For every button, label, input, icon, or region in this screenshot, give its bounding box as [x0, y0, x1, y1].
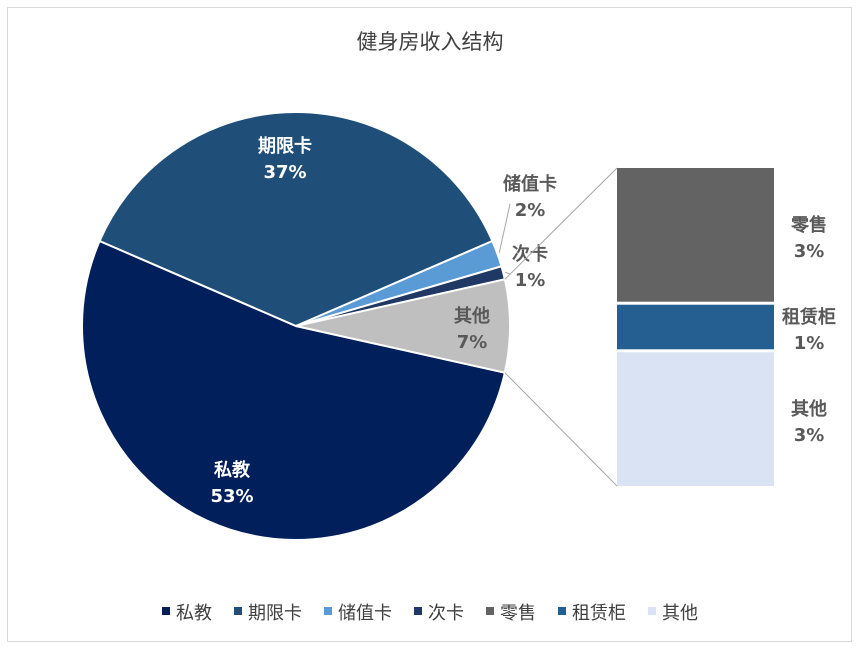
bar-label-value-2: 1% — [794, 333, 825, 354]
pie-slice-5 — [295, 278, 511, 374]
legend-label-6: 租赁柜 — [572, 603, 626, 624]
bar-segment-2 — [617, 304, 774, 350]
legend-label-4: 次卡 — [428, 603, 464, 624]
legend-label-3: 储值卡 — [338, 603, 392, 624]
slice-label-value-5: 7% — [457, 332, 488, 353]
connector-line-top — [504, 167, 618, 280]
legend-label-1: 私教 — [176, 603, 212, 624]
chart-title: 健身房收入结构 — [356, 30, 504, 54]
slice-label-value-4: 1% — [515, 270, 546, 291]
slice-label-name-1: 私教 — [214, 459, 251, 481]
legend-swatch-2 — [234, 607, 242, 615]
legend-swatch-3 — [324, 607, 332, 615]
legend-label-7: 其他 — [662, 603, 698, 624]
legend-swatch-5 — [486, 607, 494, 615]
bar-segment-1 — [617, 168, 774, 302]
bar-label-value-1: 3% — [794, 241, 825, 262]
legend-swatch-7 — [648, 607, 656, 615]
connector-line-bottom — [504, 372, 618, 487]
bar-label-name-3: 其他 — [791, 398, 827, 420]
pie-slice-1 — [81, 239, 507, 541]
bar-label-name-2: 租赁柜 — [782, 306, 836, 328]
slice-label-name-2: 期限卡 — [258, 135, 312, 157]
bar-segment-3 — [617, 352, 774, 486]
bar-label-name-1: 零售 — [790, 214, 827, 236]
legend-swatch-1 — [162, 607, 170, 615]
slice-label-name-3: 储值卡 — [502, 173, 557, 195]
bar-label-value-3: 3% — [794, 425, 825, 446]
leader-line-3 — [498, 203, 511, 253]
legend-swatch-4 — [414, 607, 422, 615]
slice-label-value-1: 53% — [210, 486, 253, 507]
pie-slice-2 — [98, 111, 494, 328]
slice-label-value-3: 2% — [515, 200, 546, 221]
slice-label-value-2: 37% — [263, 162, 306, 183]
leader-line-4 — [505, 271, 511, 275]
slice-label-name-5: 其他 — [454, 305, 490, 327]
legend-label-2: 期限卡 — [248, 603, 302, 624]
legend-swatch-6 — [558, 607, 566, 615]
legend-label-5: 零售 — [500, 603, 536, 624]
